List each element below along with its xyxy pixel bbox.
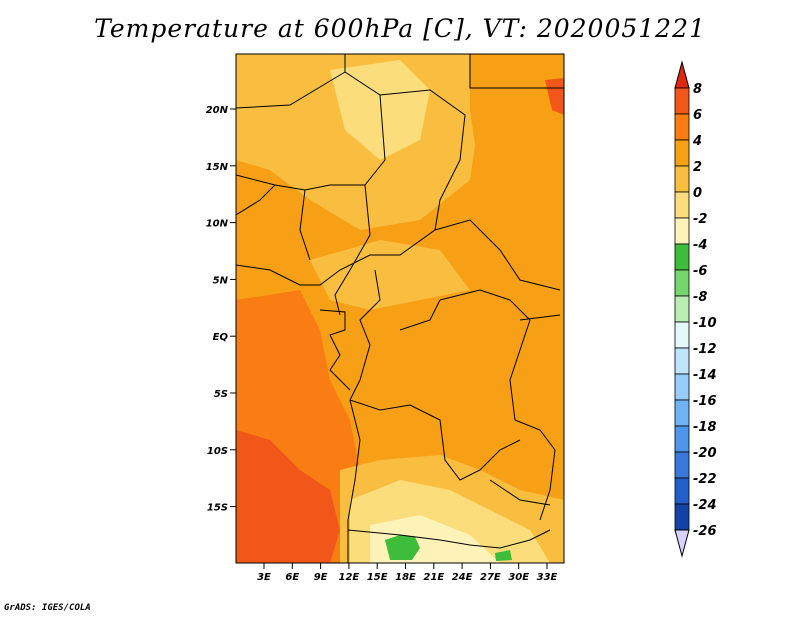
colorbar-label: -20 [693,446,717,461]
colorbar-band [674,139,690,167]
colorbar-label: 2 [693,160,702,175]
colorbar-band [674,243,690,271]
colorbar-band [674,165,690,193]
colorbar-label: -4 [693,238,707,253]
colorbar-label: -14 [693,368,717,383]
lon-label: 9E [314,572,328,583]
colorbar-label: 0 [693,186,702,201]
colorbar-bottom-arrow [674,529,690,558]
lat-label: 5S [214,389,228,400]
field-warm-northeast [470,54,564,300]
longitude-labels: 3E 6E 9E 12E 15E 18E 21E 24E 27E 30E 33E [257,563,558,583]
lat-label: EQ [213,332,229,343]
latitude-labels: 20N 15N 10N 5N EQ 5S 10S 15S [206,105,236,514]
colorbar-label: -22 [693,472,717,487]
colorbar-label: -26 [693,524,717,539]
colorbar-band [674,503,690,531]
colorbar-label: -6 [693,264,707,279]
colorbar-band [674,321,690,349]
field-green-south-1 [385,535,420,560]
lon-label: 30E [508,572,529,583]
colorbar-band [674,269,690,297]
field-cooler-north [330,60,430,160]
lon-label: 15E [367,572,388,583]
colorbar-band [674,451,690,479]
colorbar-label: -24 [693,498,717,513]
colorbar-top-arrow [674,60,690,89]
colorbar-band [674,477,690,505]
colorbar-label: -8 [693,290,707,305]
temperature-field [236,54,564,563]
credit-text: GrADS: IGES/COLA [4,603,91,613]
colorbar-label: 6 [693,108,702,123]
field-hot-ne-corner [545,78,564,115]
lon-label: 21E [423,572,444,583]
lon-label: 6E [285,572,299,583]
colorbar-label: -18 [693,420,717,435]
colorbar-band [674,295,690,323]
colorbar-band [674,191,690,219]
colorbar: 8 6 4 2 0 -2 -4 -6 -8 -10 -12 -14 -16 -18 -20 -22 -24 -26 [674,60,717,558]
colorbar-label: -12 [693,342,717,357]
lat-label: 20N [206,105,229,116]
colorbar-band [674,373,690,401]
lat-label: 15N [206,162,229,173]
colorbar-label: 4 [692,134,702,149]
colorbar-label: 8 [693,82,702,97]
colorbar-band [674,113,690,141]
colorbar-label: -2 [693,212,707,227]
colorbar-band [674,347,690,375]
field-green-south-2 [495,550,512,561]
country-borders [236,54,564,563]
colorbar-band [674,399,690,427]
lon-label: 12E [339,572,360,583]
lon-label: 3E [257,572,271,583]
colorbar-band [674,87,690,115]
colorbar-band [674,217,690,245]
chart-title: Temperature at 600hPa [C], VT: 202005122… [94,14,706,43]
map-frame [235,53,565,564]
field-cool-centralband [310,240,470,310]
field-hot-southwest [236,430,340,563]
lat-label: 10N [206,219,229,230]
colorbar-label: -10 [693,316,717,331]
lon-label: 24E [452,572,473,583]
lon-label: 18E [395,572,416,583]
colorbar-label: -16 [693,394,717,409]
lat-label: 15S [207,503,228,514]
lat-label: 5N [213,275,229,286]
lat-label: 10S [207,446,228,457]
lon-label: 33E [537,572,558,583]
colorbar-band [674,425,690,453]
lon-label: 27E [480,572,501,583]
